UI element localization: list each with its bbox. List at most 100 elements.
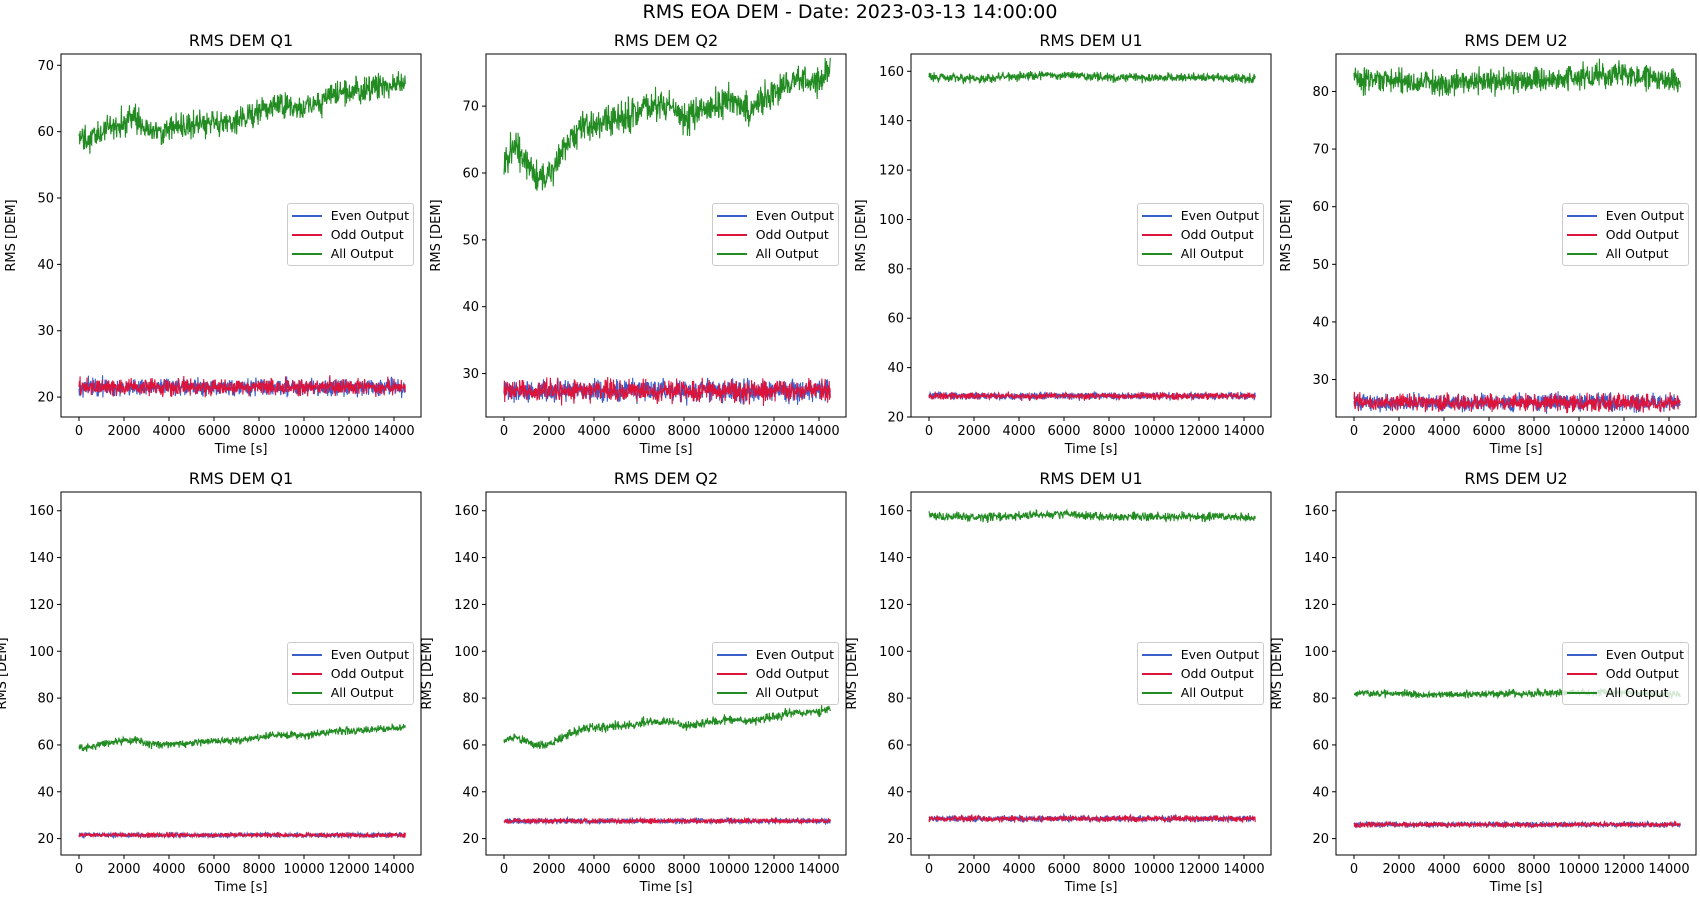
x-tick-label: 10000 [1133,862,1174,877]
legend-entry: Even Output [716,206,834,225]
x-tick-label: 12000 [1178,862,1219,877]
x-axis-label: Time [s] [1064,880,1118,895]
x-tick-label: 0 [925,862,933,877]
x-tick-label: 0 [75,862,83,877]
chart-title: RMS DEM Q1 [189,469,293,488]
y-tick-label: 140 [454,551,479,566]
series-line-all-output [503,57,831,191]
chart-legend: Even Output Odd Output All Output [711,203,839,266]
legend-entry: Odd Output [716,664,834,683]
x-tick-label: 2000 [1382,862,1415,877]
x-tick-label: 4000 [1427,862,1460,877]
x-tick-label: 12000 [1178,424,1219,439]
legend-label: Odd Output [1605,227,1679,242]
plot-frame [60,53,422,418]
y-tick-label: 80 [1312,85,1329,100]
chart-plot: RMS DEM U1 0 2000 4000 6000 8000 10000 12000 140… [854,31,1272,457]
y-tick-label: 140 [29,551,54,566]
y-tick-label: 20 [1312,832,1329,847]
y-tick-label: 20 [37,832,54,847]
y-tick-label: 60 [1312,738,1329,753]
chart-panel: RMS DEM Q2 0 2000 4000 6000 8000 10000 12000 140… [420,469,847,895]
legend-swatch [716,672,747,675]
legend-entry: Odd Output [716,225,834,244]
y-tick-label: 100 [454,645,479,660]
x-axis-label: Time [s] [1489,880,1543,895]
y-tick-label: 20 [462,832,479,847]
y-tick-label: 20 [37,391,54,406]
y-axis-label: RMS [DEM] [1270,637,1285,709]
series-line-odd-output [928,391,1256,402]
x-tick-label: 12000 [753,862,794,877]
chart-legend: Even Output Odd Output All Output [1561,203,1689,266]
legend-label: Odd Output [755,666,829,681]
x-tick-label: 6000 [1047,862,1080,877]
legend-label: Even Output [330,208,409,223]
x-tick-label: 6000 [1472,424,1505,439]
x-axis-label: Time [s] [214,880,268,895]
y-tick-label: 120 [1304,598,1329,613]
legend-label: All Output [330,685,394,700]
y-tick-label: 50 [37,192,54,207]
y-tick-label: 160 [1304,504,1329,519]
legend-label: All Output [755,685,819,700]
legend-swatch [1566,691,1597,694]
x-tick-label: 14000 [1223,862,1264,877]
legend-swatch [716,233,747,236]
y-axis-label: RMS [DEM] [0,637,10,709]
x-tick-label: 4000 [577,862,610,877]
plot-frame [910,53,1272,418]
y-axis-label: RMS [DEM] [854,199,869,271]
legend-label: Even Output [1180,208,1259,223]
x-tick-label: 2000 [107,424,140,439]
y-tick-label: 70 [462,100,479,115]
y-tick-label: 40 [887,785,904,800]
x-tick-label: 14000 [798,862,839,877]
legend-entry: All Output [291,683,409,702]
series-line-odd-output [503,376,831,407]
x-tick-label: 8000 [1517,862,1550,877]
chart-title: RMS DEM U2 [1464,31,1567,50]
x-tick-label: 8000 [1092,862,1125,877]
chart-plot: RMS DEM Q1 0 2000 4000 6000 8000 10000 12000 140… [0,469,422,895]
x-tick-label: 6000 [1472,862,1505,877]
legend-label: Odd Output [1180,666,1254,681]
x-tick-label: 6000 [197,424,230,439]
chart-title: RMS DEM U2 [1464,469,1567,488]
x-tick-label: 6000 [622,862,655,877]
x-tick-label: 10000 [283,424,324,439]
x-tick-label: 4000 [152,424,185,439]
legend-entry: Odd Output [291,225,409,244]
chart-plot: RMS DEM Q2 0 2000 4000 6000 8000 10000 12000 140… [420,469,847,895]
y-axis-label: RMS [DEM] [4,199,19,271]
y-tick-label: 120 [29,598,54,613]
chart-title: RMS DEM U1 [1039,31,1142,50]
x-tick-label: 4000 [1427,424,1460,439]
series-line-odd-output [78,830,406,840]
chart-panel: RMS DEM U1 0 2000 4000 6000 8000 10000 12000 140… [845,469,1272,895]
y-tick-label: 50 [462,233,479,248]
x-tick-label: 12000 [328,424,369,439]
chart-panel: RMS DEM Q2 0 2000 4000 6000 8000 10000 12000 140… [429,31,847,457]
x-tick-label: 8000 [1517,424,1550,439]
x-tick-label: 0 [75,424,83,439]
plot-frame [60,491,422,856]
y-tick-label: 70 [1312,143,1329,158]
plot-frame [485,491,847,856]
y-tick-label: 160 [879,65,904,80]
legend-label: Odd Output [755,227,829,242]
y-tick-label: 120 [879,598,904,613]
y-tick-label: 20 [887,411,904,426]
y-tick-label: 30 [37,324,54,339]
chart-title: RMS DEM Q2 [614,31,718,50]
y-tick-label: 40 [462,785,479,800]
chart-title: RMS DEM Q2 [614,469,718,488]
legend-swatch [291,233,322,236]
y-tick-label: 80 [887,262,904,277]
plot-frame [1335,53,1697,418]
x-tick-label: 10000 [708,424,749,439]
chart-legend: Even Output Odd Output All Output [1561,642,1689,705]
x-axis-label: Time [s] [1489,442,1543,457]
x-tick-label: 14000 [1648,862,1689,877]
series-line-all-output [503,705,831,750]
